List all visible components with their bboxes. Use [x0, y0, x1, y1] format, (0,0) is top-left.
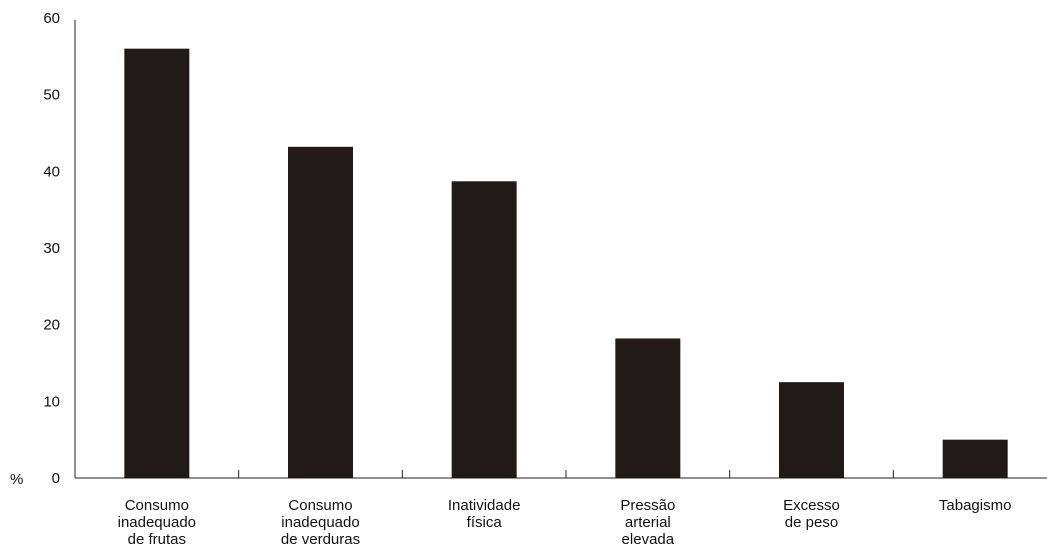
x-category-label: Excesso de peso — [783, 497, 840, 531]
bar — [124, 48, 190, 479]
bar — [615, 338, 681, 478]
x-category-label-line: Consumo — [125, 497, 189, 514]
x-category-label: Tabagismo — [939, 497, 1012, 514]
x-category-label: Inatividade física — [448, 497, 521, 531]
y-tick-labels: 0 10 20 30 40 50 60 — [43, 10, 60, 487]
x-category-label-line: Excesso — [783, 497, 840, 514]
bars — [124, 48, 1008, 479]
y-tick-label: 40 — [43, 163, 60, 180]
x-category-label-line: de verduras — [281, 531, 360, 548]
x-category-label-line: Consumo — [288, 497, 352, 514]
x-category-label-line: inadequado — [281, 514, 359, 531]
y-tick-label: 30 — [43, 240, 60, 257]
x-category-label-line: inadequado — [118, 514, 196, 531]
x-category-label-line: física — [467, 514, 503, 531]
y-tick-label: 10 — [43, 393, 60, 410]
y-axis: 0 10 20 30 40 50 60 % — [10, 10, 76, 488]
x-tick-marks — [238, 470, 894, 478]
bar — [942, 439, 1008, 478]
x-category-label-line: de peso — [785, 514, 838, 531]
x-category-label: Consumo inadequado de frutas — [118, 497, 196, 548]
x-category-label-line: arterial — [625, 514, 671, 531]
y-tick-label: 0 — [52, 470, 60, 487]
x-category-label-line: Pressão — [620, 497, 675, 514]
y-tick-label: 20 — [43, 317, 60, 334]
y-tick-label: 50 — [43, 87, 60, 104]
y-axis-unit-label: % — [10, 471, 23, 488]
y-tick-label: 60 — [43, 10, 60, 27]
x-category-label-line: Inatividade — [448, 497, 521, 514]
bar — [288, 146, 353, 479]
x-category-label-line: elevada — [622, 531, 675, 548]
bar — [779, 382, 844, 478]
x-category-label: Pressão arterial elevada — [620, 497, 675, 548]
x-category-label-line: Tabagismo — [939, 497, 1012, 514]
bar — [451, 181, 517, 479]
x-category-label: Consumo inadequado de verduras — [281, 497, 360, 548]
x-category-label-line: de frutas — [128, 531, 186, 548]
